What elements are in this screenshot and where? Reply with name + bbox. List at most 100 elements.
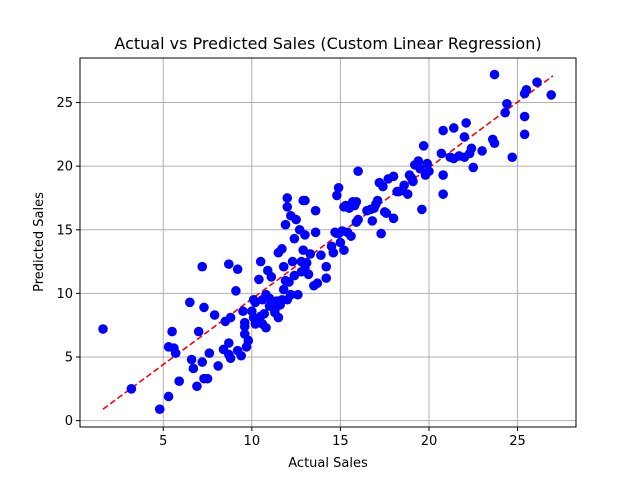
data-point: [507, 152, 518, 163]
data-point: [300, 230, 310, 240]
data-point: [199, 302, 209, 313]
data-point: [231, 286, 241, 296]
x-tick-label: 10: [244, 434, 261, 449]
data-point: [236, 350, 246, 361]
data-point: [417, 204, 427, 215]
data-point: [477, 146, 487, 156]
data-point: [278, 284, 289, 295]
data-point: [213, 361, 223, 371]
data-point: [154, 404, 165, 414]
data-point: [243, 335, 254, 346]
data-point: [438, 170, 448, 180]
plot-area-frame: [79, 57, 577, 428]
data-point: [167, 326, 177, 337]
x-tick-label: 25: [509, 434, 526, 449]
data-point: [339, 245, 349, 255]
data-point: [519, 129, 530, 140]
data-point: [278, 261, 289, 272]
data-point: [418, 140, 429, 151]
data-point: [500, 107, 510, 118]
data-point: [291, 214, 301, 225]
y-tick-label: 5: [65, 351, 73, 366]
data-point: [316, 250, 326, 261]
data-point: [436, 148, 447, 159]
x-axis-label: Actual Sales: [288, 456, 368, 471]
data-point: [399, 180, 409, 191]
data-point: [174, 376, 184, 386]
data-point: [282, 193, 293, 203]
data-point: [126, 384, 137, 394]
data-point: [170, 348, 181, 359]
data-point: [346, 231, 356, 241]
data-point: [459, 132, 470, 142]
data-point: [192, 381, 202, 392]
y-tick-label: 25: [56, 96, 73, 111]
grid: [80, 58, 576, 427]
data-point: [261, 322, 271, 333]
data-point: [328, 247, 339, 258]
data-point: [388, 213, 399, 224]
data-point: [351, 196, 362, 207]
data-point: [519, 111, 530, 122]
data-point: [468, 162, 479, 173]
data-point: [284, 277, 294, 287]
data-point: [193, 326, 204, 337]
y-tick-label: 20: [56, 160, 73, 175]
data-point: [204, 348, 215, 359]
data-point: [310, 227, 321, 238]
data-points: [98, 69, 556, 414]
data-point: [413, 156, 424, 166]
data-point: [298, 245, 309, 255]
data-point: [422, 158, 433, 169]
y-axis-ticks: 0 5 10 15 20 25: [56, 96, 80, 429]
chart-title: Actual vs Predicted Sales (Custom Linear…: [114, 34, 541, 53]
data-point: [225, 353, 236, 364]
x-tick-label: 20: [421, 434, 438, 449]
data-point: [448, 123, 459, 133]
data-point: [312, 278, 323, 289]
data-point: [424, 166, 434, 177]
data-point: [289, 233, 300, 244]
data-point: [186, 354, 197, 365]
data-point: [335, 237, 346, 248]
data-point: [546, 90, 556, 100]
data-point: [303, 269, 314, 280]
data-point: [489, 138, 500, 149]
data-point: [321, 273, 332, 283]
data-point: [438, 189, 448, 199]
data-point: [277, 244, 287, 254]
data-point: [489, 69, 500, 80]
data-point: [202, 373, 213, 384]
data-point: [224, 338, 234, 348]
data-point: [238, 306, 248, 317]
y-axis-label: Predicted Sales: [32, 192, 47, 292]
y-tick-label: 15: [56, 223, 73, 238]
data-point: [333, 182, 344, 193]
data-point: [353, 214, 363, 225]
data-point: [332, 190, 342, 201]
data-point: [367, 216, 378, 226]
data-point: [402, 189, 413, 199]
data-point: [438, 125, 448, 136]
x-tick-label: 15: [332, 434, 349, 449]
data-point: [188, 363, 199, 374]
data-point: [255, 256, 266, 267]
data-point: [305, 249, 316, 259]
data-point: [254, 274, 264, 285]
data-point: [378, 181, 388, 192]
data-point: [353, 166, 363, 177]
x-tick-label: 5: [159, 434, 167, 449]
data-point: [163, 391, 174, 402]
data-point: [239, 317, 250, 328]
data-point: [250, 319, 261, 329]
data-point: [280, 219, 291, 230]
y-tick-label: 10: [56, 287, 73, 302]
data-point: [286, 289, 296, 300]
data-point: [197, 357, 208, 367]
data-point: [300, 195, 310, 206]
y-tick-label: 0: [65, 414, 73, 429]
data-point: [259, 308, 270, 319]
data-point: [381, 208, 392, 219]
data-point: [532, 77, 542, 87]
